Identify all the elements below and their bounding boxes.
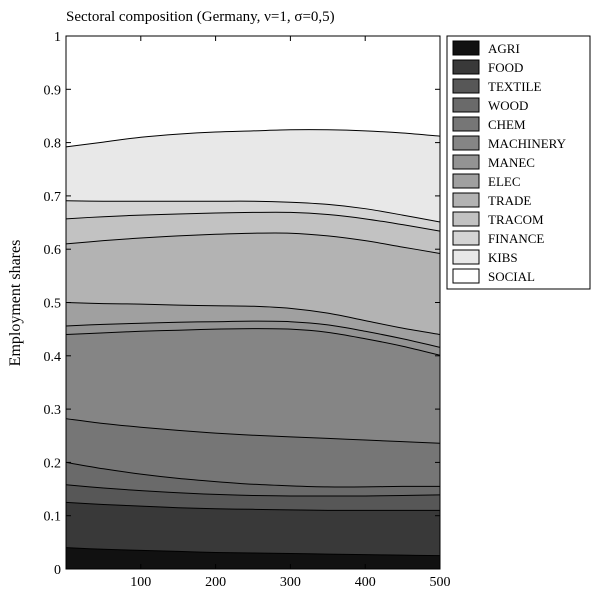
y-tick-label: 0.3 — [44, 403, 62, 418]
legend-label-machinery: MACHINERY — [488, 136, 567, 151]
legend-swatch-food — [452, 59, 480, 75]
boundary-chem — [65, 418, 441, 444]
legend-label-kibs: KIBS — [488, 250, 518, 265]
chart-title: Sectoral composition (Germany, ν=1, σ=0,… — [66, 9, 335, 25]
legend-label-social: SOCIAL — [488, 269, 535, 284]
legend-swatch-chem — [452, 116, 480, 132]
area-food — [66, 502, 440, 556]
legend: AGRI FOOD TEXTILE WOOD CHEM MACHINERY MANEC ELE… — [446, 35, 591, 290]
boundary-food — [65, 501, 440, 511]
legend-swatch-kibs — [452, 249, 480, 265]
area-textile — [66, 484, 440, 511]
x-tick-label: 400 — [355, 575, 376, 590]
boundary-trade — [65, 232, 441, 254]
y-tick-label: 0.8 — [44, 137, 62, 152]
boundary-textile — [65, 484, 441, 497]
y-tick-label: 0.7 — [44, 190, 62, 205]
area-manec — [66, 321, 440, 356]
legend-swatch-tracom — [452, 211, 480, 227]
boundary-finance — [65, 200, 441, 223]
y-tick-label: 0.5 — [44, 297, 62, 312]
legend-label-elec: ELEC — [488, 174, 521, 189]
legend-swatch-agri — [452, 40, 480, 56]
legend-label-agri: AGRI — [488, 41, 520, 56]
y-tick-label: 0.6 — [44, 243, 62, 258]
area-wood — [66, 462, 440, 497]
legend-label-textile: TEXTILE — [488, 79, 541, 94]
y-tick-label: 0.4 — [44, 350, 62, 365]
legend-swatch-elec — [452, 173, 480, 189]
area-boundary-lines — [65, 129, 441, 557]
area-kibs — [66, 129, 440, 223]
boundary-kibs — [65, 129, 441, 148]
legend-swatch-machinery — [452, 135, 480, 151]
boundary-tracom — [65, 211, 441, 232]
boundary-manec — [65, 320, 441, 348]
legend-swatch-textile — [452, 78, 480, 94]
legend-label-finance: FINANCE — [488, 231, 544, 246]
legend-label-chem: CHEM — [488, 117, 526, 132]
y-tick-label: 0.9 — [44, 83, 62, 98]
x-tick-label: 300 — [280, 575, 301, 590]
legend-label-trade: TRADE — [488, 193, 531, 208]
y-axis-label: Employment shares — [7, 240, 24, 367]
y-tick-label: 0 — [54, 563, 61, 578]
legend-swatch-manec — [452, 154, 480, 170]
area-agri — [66, 547, 440, 569]
legend-swatch-social — [452, 268, 480, 284]
boundary-machinery — [65, 328, 441, 356]
boundary-wood — [65, 461, 441, 488]
legend-swatch-finance — [452, 230, 480, 246]
y-tick-label: 1 — [54, 30, 61, 45]
y-tick-label: 0.2 — [44, 456, 62, 471]
x-axis: 100 200 300 400 500 — [130, 36, 451, 590]
x-tick-label: 500 — [430, 575, 451, 590]
legend-label-food: FOOD — [488, 60, 523, 75]
area-chem — [66, 418, 440, 488]
area-machinery — [66, 328, 440, 444]
area-elec — [66, 302, 440, 348]
legend-swatch-wood — [452, 97, 480, 113]
x-tick-label: 200 — [205, 575, 226, 590]
legend-label-tracom: TRACOM — [488, 212, 544, 227]
y-axis: 0 0.1 0.2 0.3 0.4 0.5 0.6 0.7 0.8 0.9 1 — [44, 30, 440, 578]
boundary-agri — [65, 547, 441, 557]
area-finance — [66, 200, 440, 232]
area-trade — [66, 232, 440, 335]
boundary-elec — [65, 302, 441, 335]
x-tick-label: 100 — [130, 575, 151, 590]
legend-label-manec: MANEC — [488, 155, 535, 170]
y-tick-label: 0.1 — [44, 510, 62, 525]
legend-swatch-trade — [452, 192, 480, 208]
area-social — [66, 36, 440, 147]
legend-label-wood: WOOD — [488, 98, 528, 113]
